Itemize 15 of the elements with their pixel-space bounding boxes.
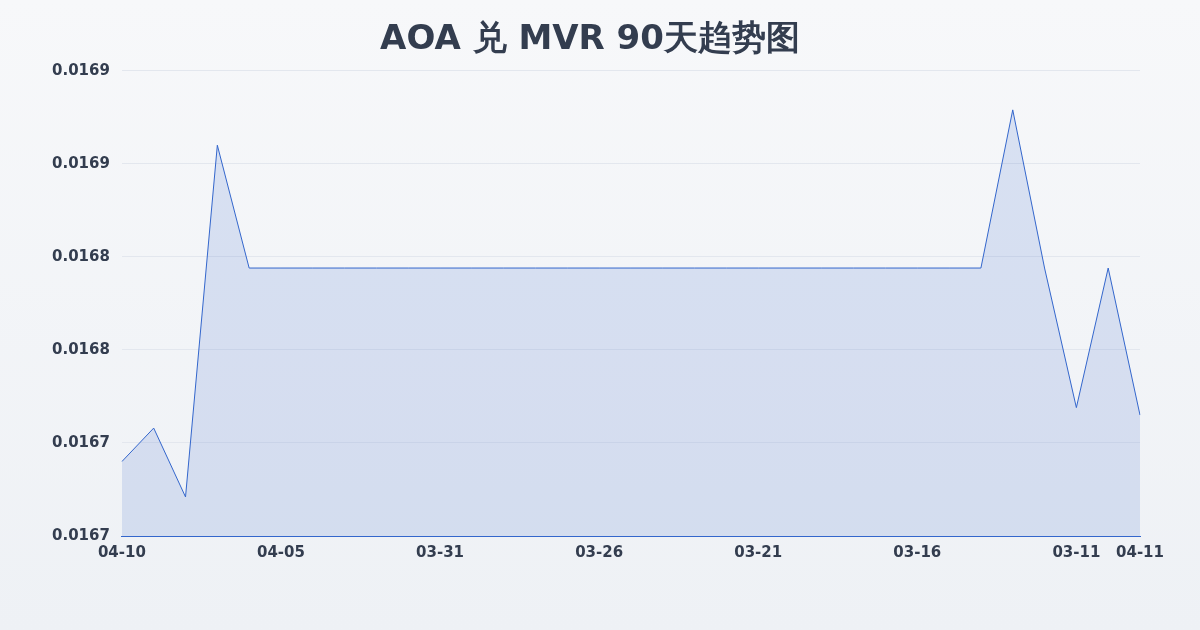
- y-tick-label: 0.0167: [51, 525, 110, 544]
- y-tick-label: 0.0169: [51, 153, 110, 172]
- x-tick-label: 03-16: [893, 542, 942, 561]
- y-tick-label: 0.0169: [51, 60, 110, 79]
- x-tick-label: 03-26: [575, 542, 624, 561]
- x-tick-label: 04-10: [97, 542, 146, 561]
- y-tick-label: 0.0167: [51, 432, 110, 451]
- y-tick-label: 0.0168: [51, 339, 110, 358]
- y-tick-label: 0.0168: [51, 246, 110, 265]
- x-tick-label: 03-11: [1052, 542, 1101, 561]
- x-tick-label: 04-05: [256, 542, 305, 561]
- x-tick-label: 04-11: [1116, 542, 1164, 561]
- chart-title: AOA 兑 MVR 90天趋势图: [380, 17, 800, 58]
- x-tick-label: 03-21: [734, 542, 783, 561]
- x-tick-label: 03-31: [416, 542, 465, 561]
